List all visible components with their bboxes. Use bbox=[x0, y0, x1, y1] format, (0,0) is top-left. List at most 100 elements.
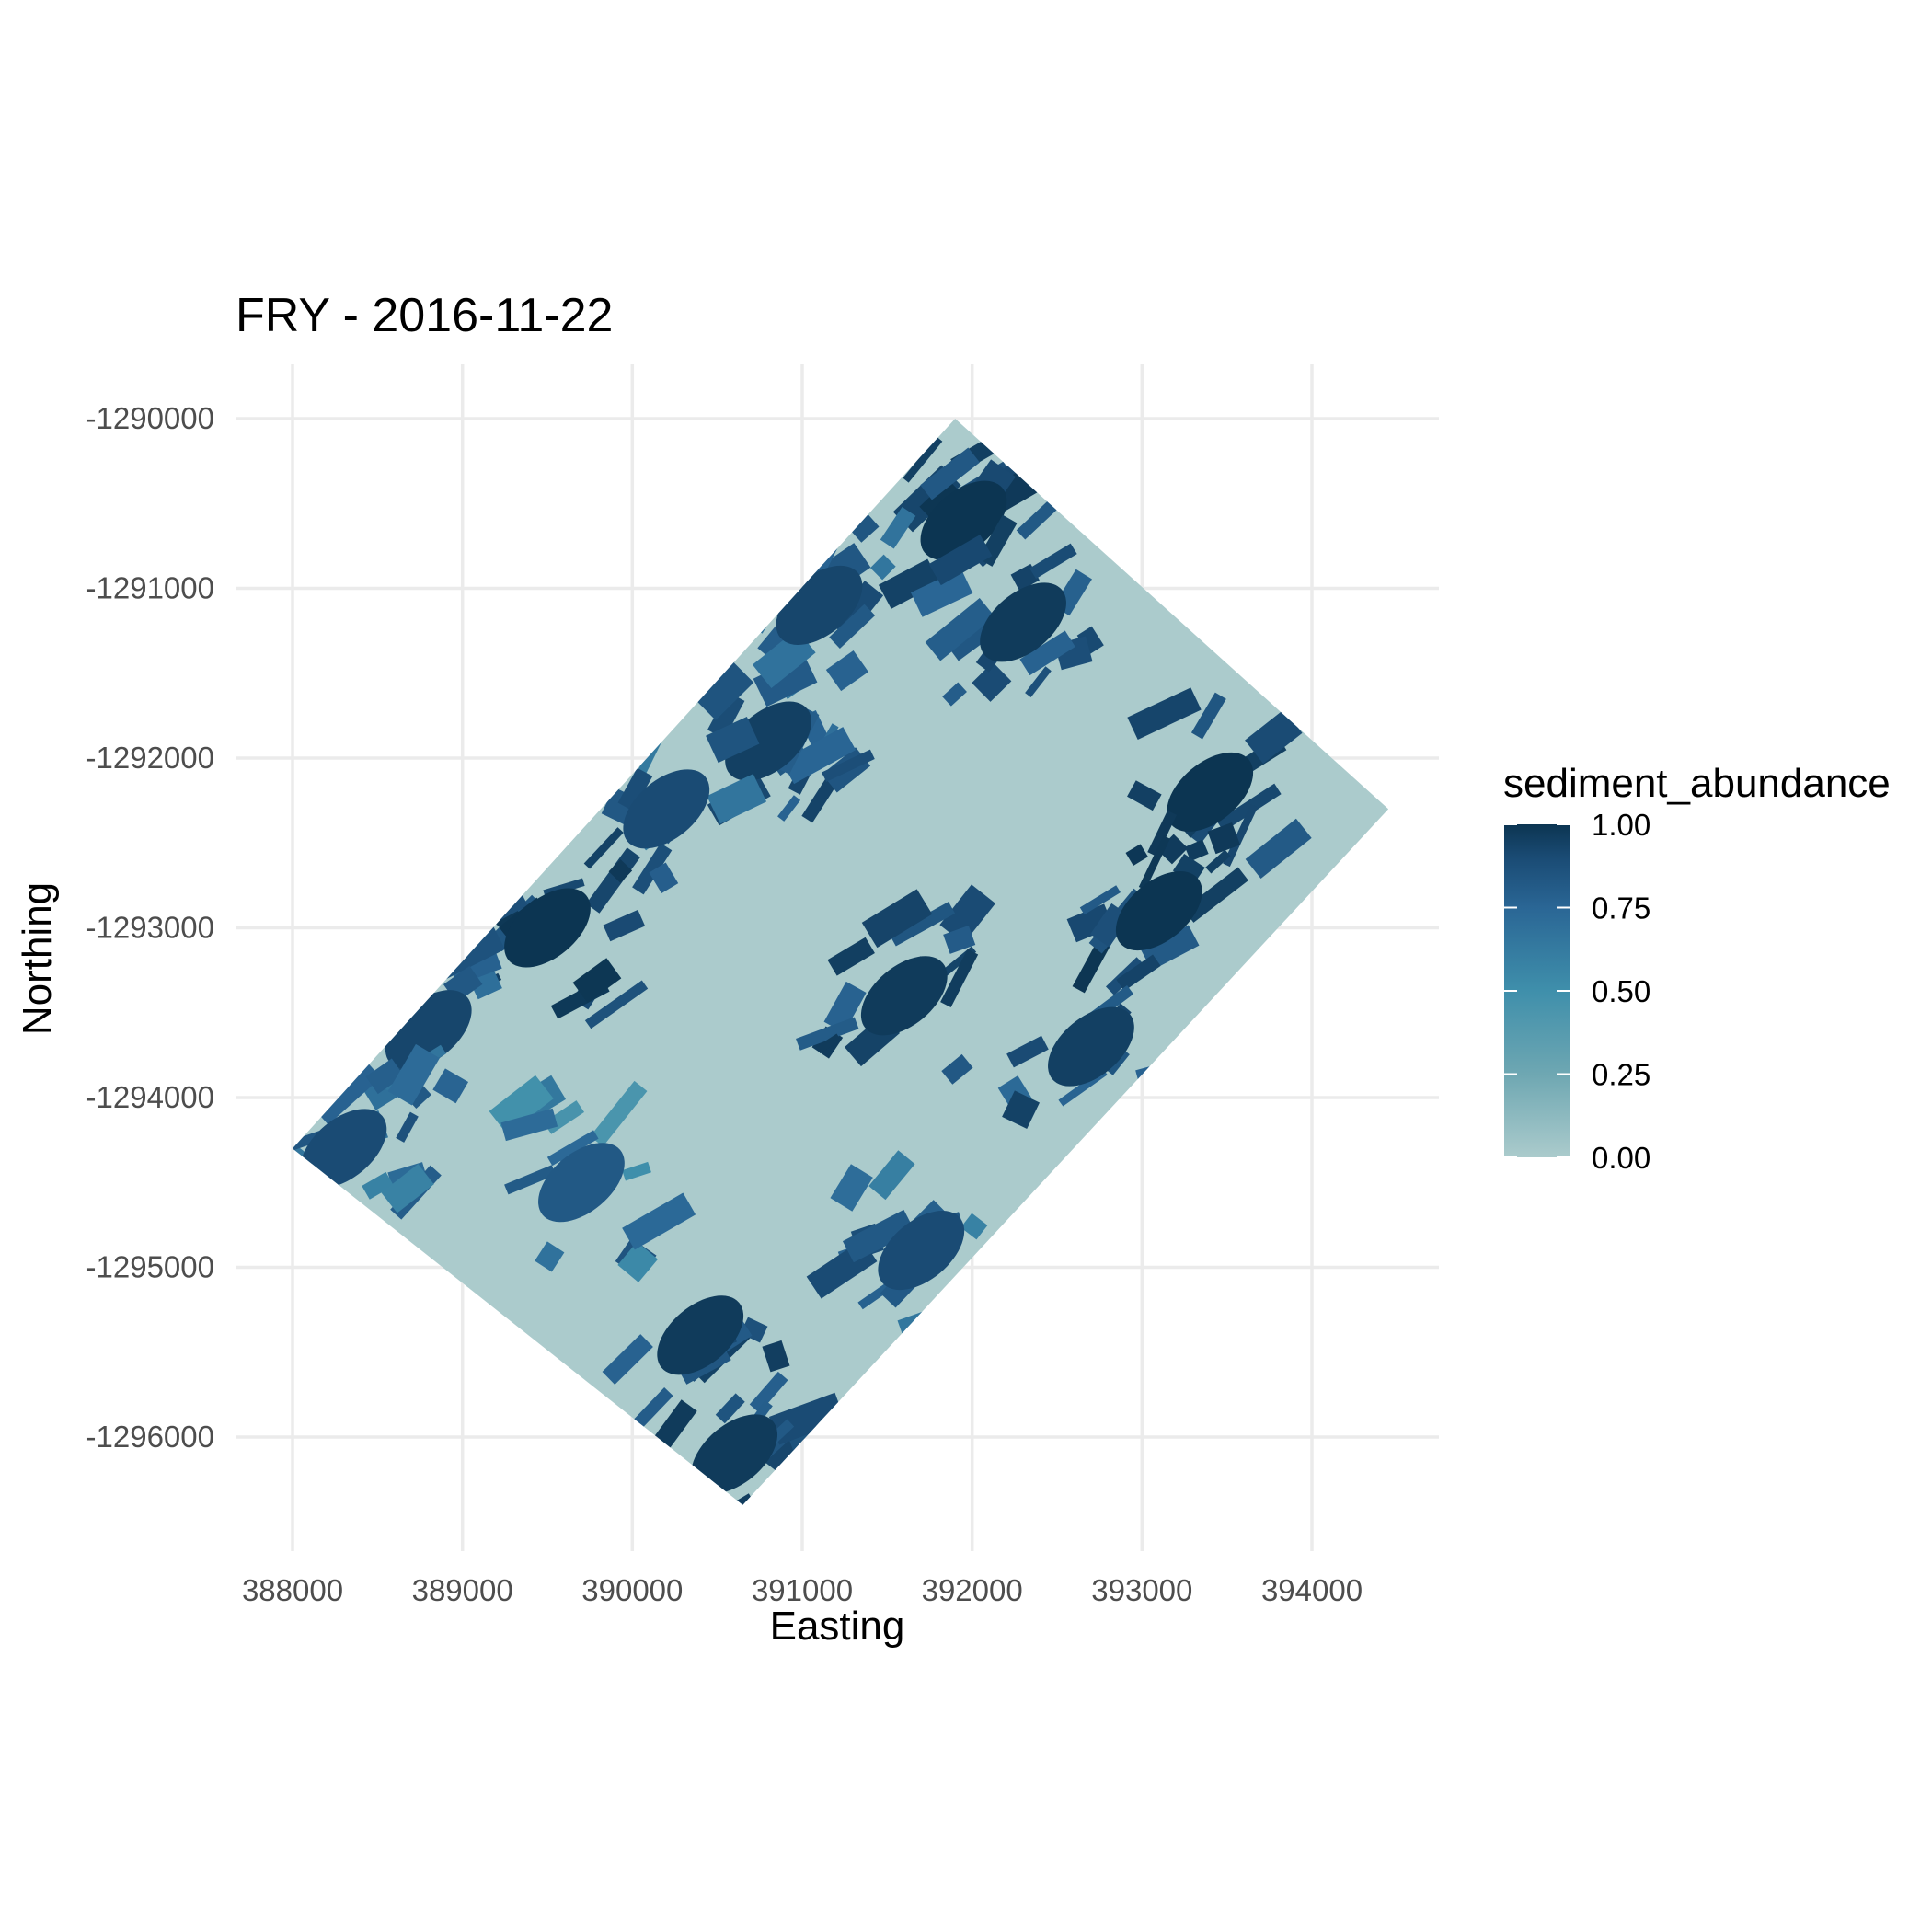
raster-cell-14-0 bbox=[827, 937, 875, 976]
raster-cell-1-6 bbox=[1025, 666, 1052, 698]
raster-cell-3-2 bbox=[707, 692, 745, 740]
raster-cell-11-2 bbox=[762, 1340, 790, 1373]
raster-cell-5-6 bbox=[586, 847, 640, 914]
raster-cell-12-9 bbox=[720, 1493, 763, 1505]
raster-cell-15-9 bbox=[535, 1241, 565, 1272]
raster-cell-5-13 bbox=[583, 827, 624, 869]
legend-label-3: 0.25 bbox=[1592, 1058, 1650, 1092]
y-tick-label-6: -1296000 bbox=[86, 1420, 214, 1454]
raster-cell-7-0 bbox=[293, 1161, 313, 1191]
raster-cell-9-1 bbox=[1184, 839, 1209, 862]
raster-cell-4-9 bbox=[617, 767, 653, 811]
raster-cell-8-5 bbox=[1190, 692, 1226, 740]
raster-cell-8-13 bbox=[1207, 822, 1241, 855]
raster-cell-0-10 bbox=[903, 436, 943, 483]
raster-cell-4-5 bbox=[585, 745, 612, 767]
raster-cell-6-9 bbox=[357, 960, 389, 985]
raster-cell-1-8 bbox=[1029, 543, 1077, 580]
raster-cell-2-5 bbox=[829, 604, 876, 650]
raster-cell-2-7 bbox=[870, 554, 896, 581]
raster-cell-1-5 bbox=[910, 569, 973, 617]
chart-title: FRY - 2016-11-22 bbox=[236, 289, 613, 342]
y-tick-label-0: -1290000 bbox=[86, 401, 214, 435]
raster-cell-8-10 bbox=[1245, 709, 1303, 765]
raster-cell-1-13 bbox=[928, 535, 993, 586]
raster-cell-8-12 bbox=[1125, 844, 1148, 866]
legend-ticks: 1.00 0.75 0.50 0.25 0.00 bbox=[1504, 808, 1650, 1175]
raster-cell-8-3 bbox=[1245, 818, 1312, 879]
raster-cell-5-10 bbox=[572, 958, 622, 1004]
raster-cell-1-0 bbox=[1076, 626, 1104, 655]
raster-hotspot-14 bbox=[860, 956, 948, 1036]
raster-cell-14-5 bbox=[941, 1053, 973, 1085]
raster-cell-4-11 bbox=[561, 730, 627, 798]
raster-cell-8-4 bbox=[1223, 803, 1259, 868]
raster-cell-5-11 bbox=[608, 859, 633, 883]
x-axis-ticks: 388000 389000 390000 391000 392000 393000 3940… bbox=[242, 1573, 1363, 1607]
raster-cell-14-8 bbox=[943, 926, 976, 954]
raster-cell-6-0 bbox=[334, 947, 381, 993]
raster-cell-9-3 bbox=[1147, 810, 1178, 857]
raster-cell-13-9 bbox=[980, 1268, 1011, 1315]
raster-cell-10-11 bbox=[1116, 954, 1161, 992]
raster-cell-4-3 bbox=[632, 843, 673, 895]
raster-cell-2-10 bbox=[825, 650, 868, 692]
raster-cell-4-7 bbox=[568, 731, 604, 765]
raster-cell-10-6 bbox=[1006, 1035, 1049, 1068]
raster-cell-10-0 bbox=[1137, 1063, 1189, 1127]
raster-cell-1-10 bbox=[925, 597, 995, 661]
raster-cell-15-7 bbox=[590, 1080, 648, 1147]
y-tick-label-2: -1292000 bbox=[86, 741, 214, 775]
raster-cell-12-8 bbox=[721, 1510, 777, 1552]
raster-cell-15-8 bbox=[622, 1192, 696, 1250]
raster-cell-3-3 bbox=[777, 795, 801, 822]
raster-cell-4-10 bbox=[706, 717, 760, 764]
raster-cell-8-2 bbox=[1127, 687, 1202, 740]
raster-cell-4-1 bbox=[707, 774, 767, 824]
legend-label-1: 0.75 bbox=[1592, 891, 1650, 926]
raster-cell-1-4 bbox=[972, 661, 1012, 702]
raster-cell-9-4 bbox=[1138, 835, 1170, 891]
raster-cell-10-8 bbox=[1002, 1090, 1041, 1129]
raster-cell-10-7 bbox=[1105, 1048, 1130, 1075]
raster-cell-2-13 bbox=[750, 523, 789, 563]
raster-cell-1-7 bbox=[1019, 630, 1075, 676]
raster-cell-14-9 bbox=[940, 949, 979, 1008]
x-tick-label-4: 392000 bbox=[922, 1573, 1023, 1607]
raster-hotspot-0 bbox=[920, 480, 1007, 560]
raster-cell-15-13 bbox=[500, 1108, 558, 1142]
raster-cell-5-3 bbox=[584, 980, 649, 1029]
x-tick-label-5: 393000 bbox=[1091, 1573, 1192, 1607]
raster-hotspot-5 bbox=[504, 888, 591, 968]
raster-hotspot-7 bbox=[300, 1109, 387, 1189]
raster-cell-9-6 bbox=[1172, 853, 1205, 885]
raster-cell-15-4 bbox=[617, 1241, 659, 1282]
legend-label-4: 0.00 bbox=[1592, 1141, 1650, 1175]
raster-cell-7-3 bbox=[362, 1171, 394, 1200]
raster-cell-2-4 bbox=[848, 512, 880, 543]
raster-hotspot-13 bbox=[878, 1211, 965, 1291]
raster-cell-9-13 bbox=[1205, 849, 1231, 874]
raster-cell-11-9 bbox=[749, 1371, 788, 1413]
x-tick-label-0: 388000 bbox=[242, 1573, 343, 1607]
y-tick-label-5: -1295000 bbox=[86, 1250, 214, 1284]
raster-cell-7-12 bbox=[381, 1164, 434, 1213]
raster-cell-14-4 bbox=[889, 902, 956, 947]
raster-cell-14-7 bbox=[861, 889, 933, 949]
raster-cell-3-11 bbox=[781, 727, 857, 785]
raster-cell-13-13 bbox=[868, 1150, 915, 1201]
y-axis-title: Northing bbox=[15, 882, 60, 1035]
raster-cell-7-8 bbox=[293, 1131, 294, 1174]
raster-cell-8-11 bbox=[1127, 780, 1162, 811]
raster-hotspot-12 bbox=[691, 1414, 778, 1494]
raster-cell-10-10 bbox=[1140, 1098, 1198, 1147]
raster-cell-14-11 bbox=[796, 1017, 859, 1051]
raster-cell-14-3 bbox=[939, 884, 996, 944]
raster-cell-1-3 bbox=[942, 682, 967, 707]
raster-hotspot-10 bbox=[1048, 1006, 1134, 1087]
raster-cell-3-12 bbox=[822, 749, 875, 782]
raster-hotspot-11 bbox=[657, 1295, 744, 1375]
raster-cell-15-10 bbox=[546, 1130, 599, 1167]
raster-cell-7-7 bbox=[365, 1058, 405, 1095]
y-tick-label-3: -1293000 bbox=[86, 911, 214, 945]
